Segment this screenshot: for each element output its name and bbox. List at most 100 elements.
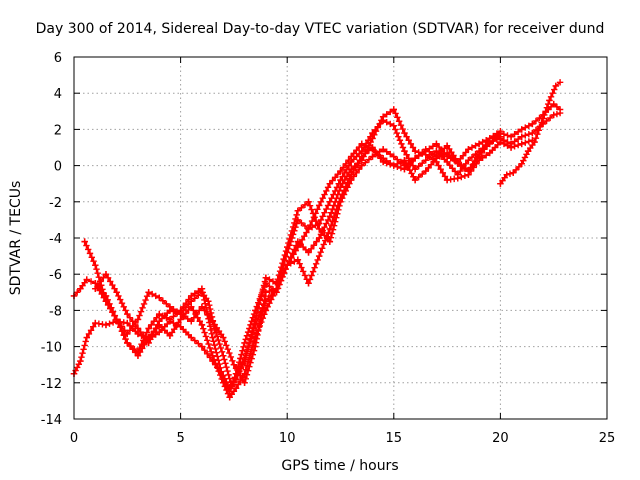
data-point xyxy=(204,310,211,318)
data-point xyxy=(253,335,260,343)
data-point xyxy=(312,260,320,268)
data-point xyxy=(166,332,174,339)
y-tick-label: -10 xyxy=(41,341,62,356)
data-point xyxy=(437,166,444,173)
x-tick-label: 10 xyxy=(279,431,296,446)
data-point xyxy=(546,97,553,104)
data-point xyxy=(120,303,127,310)
data-point xyxy=(347,171,355,178)
data-point xyxy=(111,312,119,319)
data-point xyxy=(532,134,540,142)
data-point xyxy=(330,214,338,221)
data-point xyxy=(137,308,145,315)
data-point xyxy=(77,285,84,292)
data-point xyxy=(262,289,270,296)
data-point xyxy=(301,222,309,230)
data-point xyxy=(256,320,263,327)
data-point xyxy=(369,153,376,160)
data-point xyxy=(547,93,555,101)
data-point xyxy=(173,309,181,317)
data-point xyxy=(232,385,240,392)
data-point xyxy=(507,144,515,151)
data-point xyxy=(323,187,330,195)
y-tick-label: -4 xyxy=(49,232,62,247)
data-point xyxy=(208,330,215,337)
data-point xyxy=(147,336,154,343)
data-point xyxy=(261,278,269,285)
data-point xyxy=(213,349,220,356)
data-point xyxy=(305,249,312,256)
data-point xyxy=(458,173,465,181)
data-point xyxy=(472,142,479,149)
data-point xyxy=(113,289,120,296)
data-point xyxy=(394,156,401,163)
data-point xyxy=(104,274,112,282)
data-point xyxy=(240,343,247,351)
data-point xyxy=(224,345,232,353)
data-point xyxy=(406,166,413,174)
data-point xyxy=(291,258,298,265)
data-point xyxy=(92,261,99,269)
data-point xyxy=(346,175,353,182)
data-point xyxy=(395,118,403,125)
data-point xyxy=(327,234,335,241)
series-4 xyxy=(92,133,504,386)
data-point xyxy=(234,381,242,388)
data-point xyxy=(443,142,451,149)
data-point xyxy=(87,327,95,334)
data-point xyxy=(429,156,437,163)
data-point xyxy=(180,313,188,320)
data-point xyxy=(550,111,557,119)
data-point xyxy=(443,153,451,160)
data-point xyxy=(287,260,294,267)
data-point xyxy=(245,342,252,350)
data-point xyxy=(223,363,230,371)
data-point xyxy=(326,225,334,233)
data-point xyxy=(177,316,184,323)
data-point xyxy=(92,319,99,327)
data-point xyxy=(168,329,176,336)
data-point xyxy=(310,242,318,249)
data-point xyxy=(287,231,294,239)
data-point xyxy=(102,292,110,300)
data-point xyxy=(397,164,405,172)
data-point xyxy=(92,285,99,292)
data-point xyxy=(269,292,277,300)
data-point xyxy=(514,135,522,143)
data-point xyxy=(124,330,131,338)
data-point xyxy=(156,318,163,325)
data-point xyxy=(216,340,223,348)
data-point xyxy=(394,114,401,121)
data-point xyxy=(401,156,408,164)
data-point xyxy=(213,333,221,340)
data-point xyxy=(129,318,136,325)
data-point xyxy=(383,148,390,155)
data-point xyxy=(246,338,253,346)
data-point xyxy=(116,319,123,327)
data-point xyxy=(97,278,104,285)
data-point xyxy=(457,167,464,175)
data-point xyxy=(429,150,437,158)
data-point xyxy=(241,339,248,347)
data-point xyxy=(173,322,180,330)
data-point xyxy=(102,271,110,278)
data-point xyxy=(401,147,408,155)
data-point xyxy=(306,202,314,209)
data-point xyxy=(419,159,426,167)
data-point xyxy=(145,325,152,332)
data-point xyxy=(556,79,564,86)
data-point xyxy=(255,324,263,331)
data-point xyxy=(407,140,415,148)
data-point xyxy=(118,323,126,330)
data-point xyxy=(268,296,275,303)
data-point xyxy=(142,296,149,304)
data-point xyxy=(507,133,515,140)
data-point xyxy=(317,216,325,224)
data-point xyxy=(365,156,373,163)
data-point xyxy=(77,357,84,365)
data-point xyxy=(191,295,199,302)
data-point xyxy=(249,351,257,358)
data-point xyxy=(122,335,129,343)
data-point xyxy=(220,334,227,341)
data-point xyxy=(175,319,182,326)
